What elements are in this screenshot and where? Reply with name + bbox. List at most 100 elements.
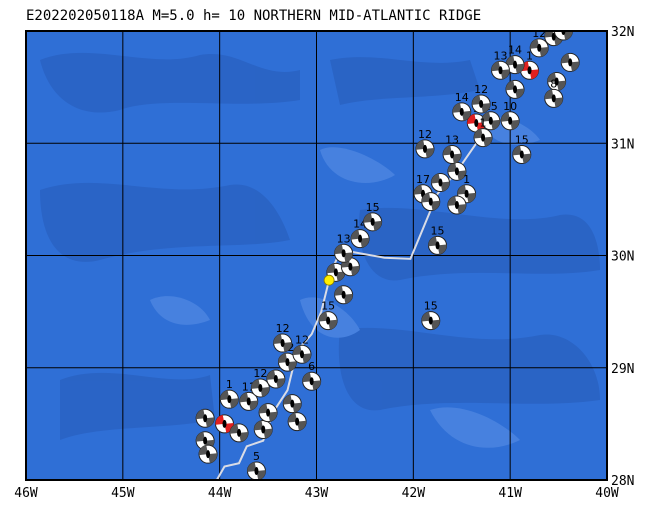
focal-mechanism-quadrant bbox=[254, 420, 264, 431]
focal-mechanism: 12 bbox=[471, 83, 491, 114]
focal-mechanism-depth-label: 1 bbox=[560, 10, 567, 23]
focal-mechanism bbox=[505, 79, 525, 99]
focal-mechanisms: 1111251212126151314151515171113121141512… bbox=[195, 10, 580, 480]
focal-mechanism: 5 bbox=[246, 450, 266, 480]
focal-mechanism-center bbox=[537, 43, 542, 52]
focal-mechanism: 1 bbox=[473, 117, 493, 148]
focal-mechanism-depth-label: 17 bbox=[416, 173, 430, 186]
focal-mechanism-depth-label: 1 bbox=[226, 378, 233, 391]
focal-mechanism bbox=[560, 52, 580, 72]
focal-mechanism-quadrant bbox=[282, 342, 292, 353]
focal-mechanism-quadrant bbox=[457, 184, 467, 195]
focal-mechanism-quadrant bbox=[466, 192, 476, 203]
focal-mechanism-depth-label: 1 bbox=[526, 49, 533, 62]
focal-mechanism-depth-label: 13 bbox=[337, 232, 351, 245]
latitude-tick-label: 28N bbox=[611, 474, 634, 489]
focal-mechanism-quadrant bbox=[452, 102, 462, 113]
focal-mechanism-center bbox=[266, 408, 271, 417]
focal-mechanism-quadrant bbox=[273, 334, 283, 344]
focal-mechanism-quadrant bbox=[343, 252, 353, 263]
longitude-tick-label: 41W bbox=[498, 486, 522, 501]
focal-mechanism-quadrant bbox=[259, 403, 269, 414]
focal-mechanism-quadrant bbox=[421, 311, 431, 322]
focal-mechanism-quadrant bbox=[239, 431, 249, 442]
longitude-tick-label: 42W bbox=[402, 486, 426, 501]
focal-mechanism bbox=[430, 173, 450, 193]
focal-mechanism-quadrant bbox=[260, 387, 270, 397]
longitude-tick-label: 45W bbox=[111, 486, 135, 501]
focal-mechanism-center bbox=[237, 428, 242, 437]
focal-mechanism-quadrant bbox=[467, 114, 477, 124]
focal-mechanism-center bbox=[309, 377, 314, 386]
focal-mechanism-center bbox=[348, 262, 353, 271]
focal-mechanism-quadrant bbox=[553, 97, 563, 108]
focal-mechanism-quadrant bbox=[483, 136, 493, 147]
latitude-tick-labels: 32N 31N 30N 29N 28N bbox=[611, 25, 634, 489]
focal-mechanism-center bbox=[422, 144, 427, 153]
focal-mechanism-quadrant bbox=[334, 244, 344, 255]
focal-mechanism-quadrant bbox=[570, 61, 580, 72]
focal-mechanism-depth-label: 12 bbox=[418, 128, 432, 141]
focal-mechanism: 14 bbox=[452, 91, 472, 122]
focal-mechanism-center bbox=[246, 397, 251, 406]
focal-mechanism: 12 bbox=[529, 27, 549, 58]
focal-mechanism-quadrant bbox=[447, 195, 457, 206]
focal-mechanism-center bbox=[498, 66, 503, 75]
focal-mechanism bbox=[287, 412, 307, 432]
focal-mechanism-depth-label: 5 bbox=[253, 450, 260, 463]
focal-mechanism-quadrant bbox=[443, 145, 453, 156]
focal-mechanism-quadrant bbox=[544, 31, 554, 38]
focal-mechanism-depth-label: 13 bbox=[445, 133, 459, 146]
focal-mechanism-center bbox=[227, 395, 232, 404]
focal-mechanism-center bbox=[454, 200, 459, 209]
focal-mechanism-center bbox=[370, 217, 375, 226]
focal-mechanism-quadrant bbox=[440, 181, 450, 192]
focal-mechanism-depth-label: 15 bbox=[424, 300, 438, 313]
focal-mechanism-quadrant bbox=[278, 353, 288, 364]
focal-mechanism-quadrant bbox=[561, 53, 571, 64]
focal-mechanism-quadrant bbox=[266, 369, 276, 380]
focal-mechanism-center bbox=[285, 358, 290, 367]
focal-mechanism-quadrant bbox=[481, 103, 491, 113]
focal-mechanism-center bbox=[519, 150, 524, 159]
focal-mechanism-quadrant bbox=[208, 453, 218, 464]
focal-mechanism-center bbox=[438, 178, 443, 187]
focal-mechanism-center bbox=[254, 467, 259, 476]
focal-mechanism-depth-label: 1 bbox=[480, 117, 487, 130]
focal-mechanism: 12 bbox=[250, 367, 270, 398]
focal-mechanism-quadrant bbox=[556, 80, 566, 91]
focal-mechanism: 15 bbox=[421, 300, 441, 331]
focal-mechanism-depth-label: 13 bbox=[493, 49, 507, 62]
focal-mechanism-quadrant bbox=[302, 372, 312, 383]
focal-mechanism-quadrant bbox=[205, 417, 215, 428]
focal-mechanism-quadrant bbox=[529, 69, 539, 80]
focal-mechanism-depth-label: 14 bbox=[508, 44, 522, 57]
focal-mechanism-quadrant bbox=[521, 153, 531, 164]
focal-mechanism-quadrant bbox=[196, 409, 206, 420]
focal-mechanism-quadrant bbox=[247, 462, 257, 472]
focal-mechanism-depth-label: 15 bbox=[366, 201, 380, 214]
map-frame bbox=[25, 30, 608, 481]
focal-mechanism-quadrant bbox=[447, 162, 457, 173]
focal-mechanism-depth-label: 15 bbox=[547, 16, 561, 29]
focal-mechanism-quadrant bbox=[430, 200, 440, 211]
focal-mechanism-center bbox=[459, 107, 464, 116]
focal-mechanism-quadrant bbox=[288, 412, 298, 423]
focal-mechanism-quadrant bbox=[334, 285, 344, 296]
focal-mechanism-quadrant bbox=[472, 94, 482, 105]
focal-mechanism-quadrant bbox=[220, 390, 230, 401]
focal-mechanism-quadrant bbox=[505, 55, 516, 66]
longitude-tick-label: 43W bbox=[305, 486, 329, 501]
focal-mechanism-depth-label: 12 bbox=[532, 27, 546, 40]
focal-mechanism-center bbox=[428, 197, 433, 206]
focal-mechanism bbox=[547, 72, 567, 92]
focal-mechanism-quadrant bbox=[263, 428, 273, 439]
focal-mechanism-depth-label: 8 bbox=[550, 77, 557, 90]
focal-mechanism-quadrant bbox=[515, 63, 525, 74]
focal-mechanism-quadrant bbox=[461, 110, 471, 121]
longitude-tick-label: 44W bbox=[208, 486, 232, 501]
focal-mechanism-quadrant bbox=[512, 145, 522, 156]
focal-mechanism-quadrant bbox=[287, 361, 297, 372]
focal-mechanism bbox=[334, 285, 354, 305]
